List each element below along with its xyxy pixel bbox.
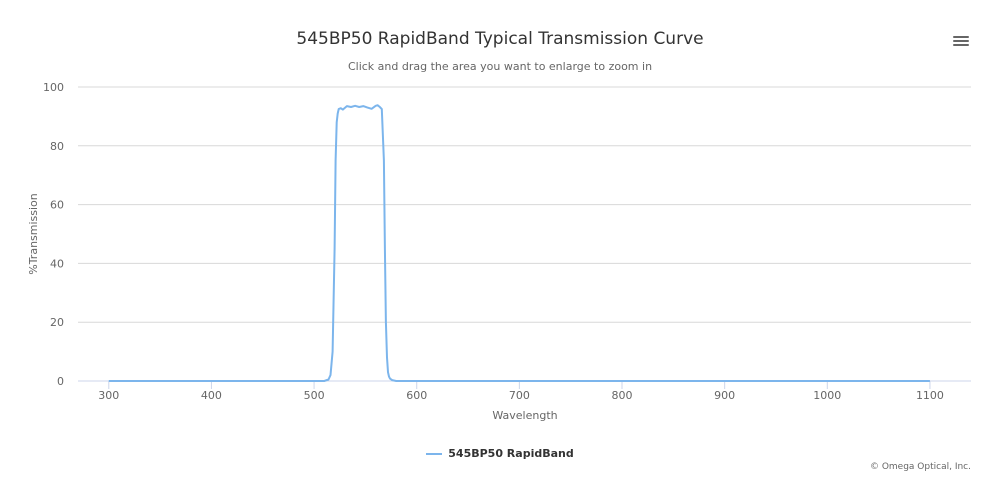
x-tick-label: 500 bbox=[304, 389, 325, 402]
credits-link[interactable]: © Omega Optical, Inc. bbox=[869, 462, 971, 472]
y-axis-tick-labels: 0 20 40 60 80 100 bbox=[43, 81, 64, 388]
chart-context-menu-button[interactable] bbox=[951, 34, 971, 50]
x-tick-label: 400 bbox=[201, 389, 222, 402]
series-group bbox=[108, 104, 930, 382]
y-tick-label: 60 bbox=[50, 199, 64, 212]
y-tick-label: 100 bbox=[43, 81, 64, 94]
y-tick-label: 0 bbox=[57, 375, 64, 388]
chart-subtitle: Click and drag the area you want to enla… bbox=[347, 60, 653, 73]
grid-lines bbox=[78, 86, 971, 389]
x-tick-label: 1000 bbox=[813, 389, 841, 402]
x-tick-label: 300 bbox=[98, 389, 119, 402]
x-tick-label: 900 bbox=[714, 389, 735, 402]
y-tick-label: 40 bbox=[50, 257, 64, 270]
legend-line-marker bbox=[426, 453, 443, 455]
x-tick-label: 700 bbox=[509, 389, 530, 402]
x-tick-label: 800 bbox=[612, 389, 633, 402]
hamburger-menu-icon bbox=[951, 36, 971, 46]
legend-label: 545BP50 RapidBand bbox=[448, 447, 574, 460]
x-tick-label: 1100 bbox=[916, 389, 944, 402]
chart-title: 545BP50 RapidBand Typical Transmission C… bbox=[296, 29, 704, 49]
chart-plot-area[interactable]: 0 20 40 60 80 100 300 400 500 600 700 800 900 1000 11… bbox=[0, 0, 1000, 440]
y-tick-label: 80 bbox=[50, 140, 64, 153]
legend-item[interactable]: 545BP50 RapidBand bbox=[0, 447, 1000, 460]
series-line[interactable] bbox=[108, 104, 930, 382]
y-tick-label: 20 bbox=[50, 316, 64, 329]
x-axis-tick-labels: 300 400 500 600 700 800 900 1000 1100 bbox=[98, 389, 944, 402]
x-axis-label: Wavelength bbox=[492, 409, 557, 422]
x-tick-label: 600 bbox=[406, 389, 427, 402]
y-axis-label: %Transmission bbox=[27, 193, 40, 275]
